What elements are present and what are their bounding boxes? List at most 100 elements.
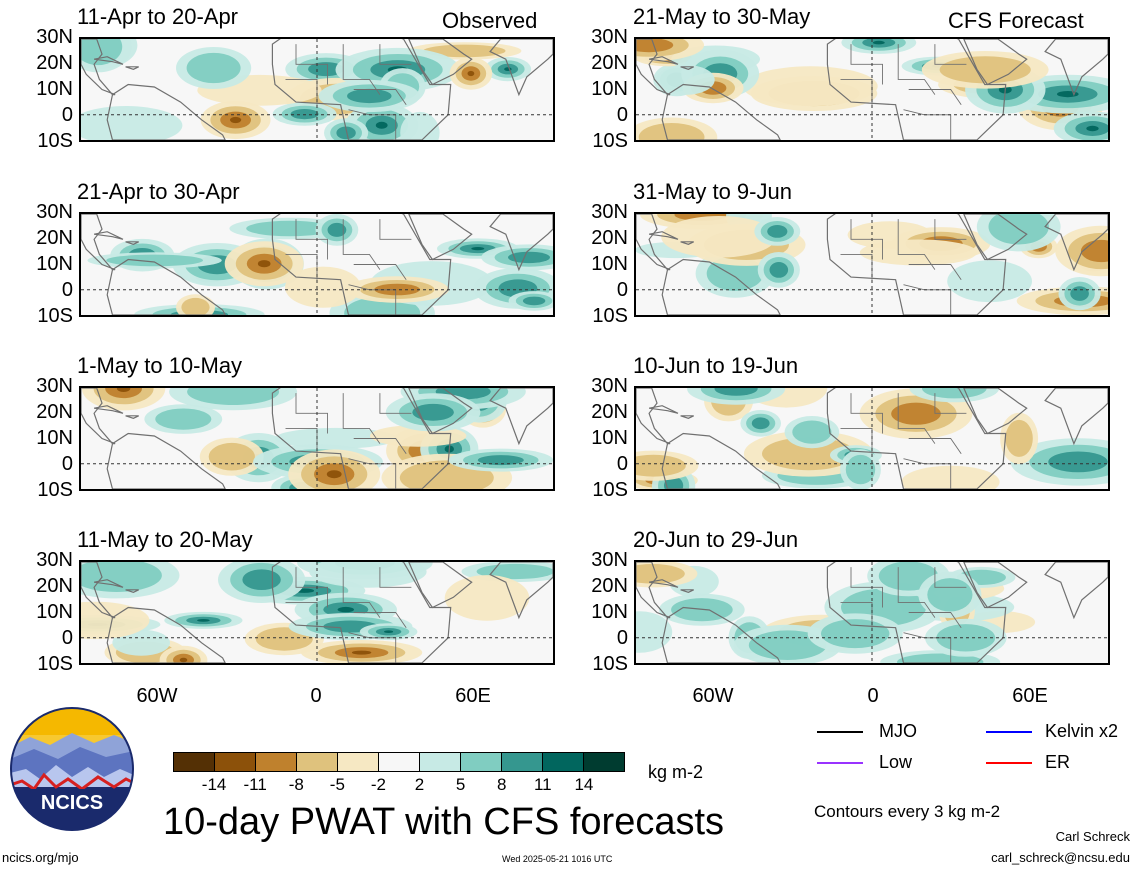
lat-label-left-2-2: 10N (36, 253, 73, 275)
lat-label-right-2-1: 20N (591, 227, 628, 249)
colorbar (173, 752, 625, 772)
legend-kelvin-label: Kelvin x2 (1045, 721, 1119, 741)
panel-date-left-2: 21-Apr to 30-Apr (77, 179, 240, 204)
lat-label-left-4-3: 0 (61, 627, 73, 649)
lat-label-left-1-0: 30N (36, 26, 73, 48)
legend-er-line (986, 762, 1032, 764)
observed-header: Observed (442, 8, 538, 33)
author-email[interactable]: carl_schreck@ncsu.edu (991, 850, 1130, 865)
logo-text: NCICS (40, 792, 104, 814)
panel-date-right-4: 20-Jun to 29-Jun (633, 527, 799, 552)
legend-kelvin-line (986, 731, 1032, 733)
lat-label-right-3-4: 10S (592, 479, 628, 501)
contour-note: Contours every 3 kg m-2 (814, 802, 1001, 821)
colorbar-segment-9 (543, 753, 584, 771)
lat-label-left-1-2: 10N (36, 78, 73, 100)
lat-label-right-4-3: 0 (616, 627, 628, 649)
panel-date-right-2: 31-May to 9-Jun (633, 179, 792, 204)
lat-label-left-3-2: 10N (36, 427, 73, 449)
lat-label-left-3-0: 30N (36, 375, 73, 397)
colorbar-segment-8 (502, 753, 543, 771)
legend-mjo-label: MJO (879, 721, 917, 741)
legend-low-label: Low (879, 752, 913, 772)
panel-date-right-3: 10-Jun to 19-Jun (633, 353, 799, 378)
lon-label-left-60w: 60W (136, 685, 178, 707)
lat-label-left-4-0: 30N (36, 549, 73, 571)
lat-label-right-4-2: 10N (591, 601, 628, 623)
site-link[interactable]: ncics.org/mjo (2, 850, 79, 865)
pwat-map-left-1 (79, 37, 555, 142)
lat-label-left-1-1: 20N (36, 52, 73, 74)
colorbar-segment-2 (256, 753, 297, 771)
lat-label-right-3-0: 30N (591, 375, 628, 397)
colorbar-segment-10 (584, 753, 624, 771)
pwat-map-right-2 (634, 212, 1110, 317)
lat-label-left-3-4: 10S (37, 479, 73, 501)
lat-label-left-3-3: 0 (61, 453, 73, 475)
lon-label-left-60e: 60E (455, 685, 491, 707)
lon-label-right-0: 0 (867, 685, 879, 707)
lon-label-left-0: 0 (310, 685, 322, 707)
colorbar-segment-7 (461, 753, 502, 771)
colorbar-label-7: 8 (496, 775, 507, 794)
lat-label-right-3-3: 0 (616, 453, 628, 475)
lat-label-right-4-0: 30N (591, 549, 628, 571)
colorbar-segment-5 (379, 753, 420, 771)
lon-label-right-60e: 60E (1012, 685, 1048, 707)
lat-label-left-1-4: 10S (37, 130, 73, 152)
lat-label-right-2-3: 0 (616, 279, 628, 301)
lat-label-left-2-1: 20N (36, 227, 73, 249)
colorbar-label-4: -2 (370, 775, 387, 794)
lat-label-right-1-3: 0 (616, 104, 628, 126)
lat-label-right-4-4: 10S (592, 653, 628, 675)
pwat-map-left-4 (79, 560, 555, 665)
colorbar-label-2: -8 (288, 775, 304, 794)
colorbar-segment-4 (338, 753, 379, 771)
colorbar-segment-6 (420, 753, 461, 771)
legend-low-line (817, 762, 863, 764)
colorbar-label-3: -5 (329, 775, 345, 794)
lat-label-right-1-4: 10S (592, 130, 628, 152)
timestamp: Wed 2025-05-21 1016 UTC (502, 854, 613, 864)
lat-label-right-3-2: 10N (591, 427, 628, 449)
panel-date-left-3: 1-May to 10-May (77, 353, 243, 378)
colorbar-segment-1 (215, 753, 256, 771)
pwat-map-right-3 (634, 386, 1110, 491)
lat-label-right-2-4: 10S (592, 305, 628, 327)
forecast-header: CFS Forecast (948, 8, 1084, 33)
colorbar-units: kg m-2 (648, 762, 704, 782)
pwat-map-right-4 (634, 560, 1110, 665)
lat-label-right-2-0: 30N (591, 201, 628, 223)
lat-label-left-4-4: 10S (37, 653, 73, 675)
lat-label-right-2-2: 10N (591, 253, 628, 275)
lat-label-left-1-3: 0 (61, 104, 73, 126)
lat-label-left-2-4: 10S (37, 305, 73, 327)
panel-date-left-1: 11-Apr to 20-Apr (77, 4, 239, 29)
colorbar-label-5: 2 (414, 775, 425, 794)
panel-date-right-1: 21-May to 30-May (633, 4, 811, 29)
lat-label-right-3-1: 20N (591, 401, 628, 423)
lat-label-left-2-0: 30N (36, 201, 73, 223)
colorbar-label-9: 14 (574, 775, 594, 794)
lat-label-right-1-1: 20N (591, 52, 628, 74)
lon-label-right-60w: 60W (692, 685, 734, 707)
panel-date-left-4: 11-May to 20-May (77, 527, 253, 552)
main-title: 10-day PWAT with CFS forecasts (163, 801, 725, 843)
colorbar-label-8: 11 (533, 775, 552, 794)
author-name: Carl Schreck (1055, 829, 1130, 844)
ncics-logo: NCICS (10, 707, 134, 831)
lat-label-left-3-1: 20N (36, 401, 73, 423)
colorbar-label-1: -11 (243, 775, 267, 794)
lat-label-left-2-3: 0 (61, 279, 73, 301)
legend-er-label: ER (1045, 752, 1071, 772)
pwat-map-left-3 (79, 386, 555, 491)
colorbar-segment-0 (174, 753, 215, 771)
lat-label-right-1-2: 10N (591, 78, 628, 100)
colorbar-segment-3 (297, 753, 338, 771)
colorbar-label-6: 5 (455, 775, 466, 794)
lat-label-right-1-0: 30N (591, 26, 628, 48)
legend-mjo-line (817, 731, 863, 733)
lat-label-left-4-2: 10N (36, 601, 73, 623)
lat-label-right-4-1: 20N (591, 575, 628, 597)
lat-label-left-4-1: 20N (36, 575, 73, 597)
